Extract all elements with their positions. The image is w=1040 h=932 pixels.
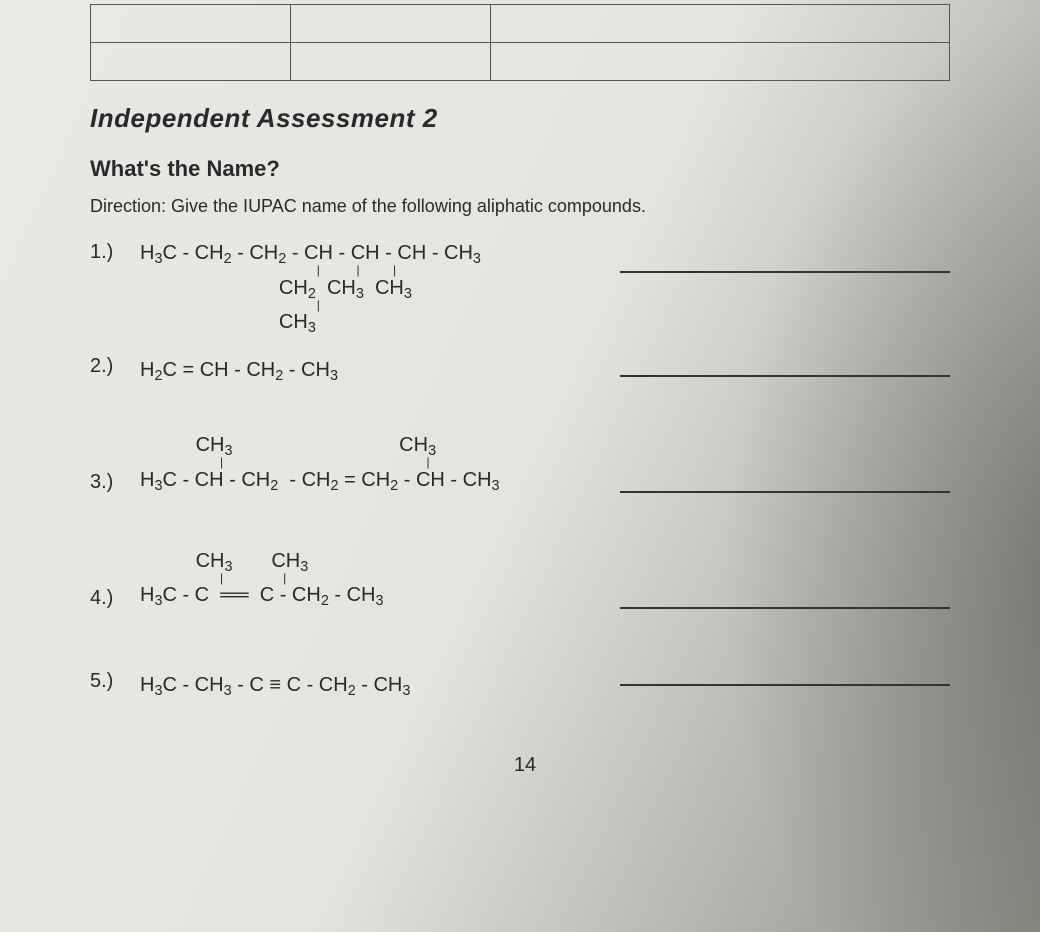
chemical-structure: H3C - CH2 - CH2 - CH - CH - CH - CH3 | |… [140, 241, 560, 337]
table-cell [490, 43, 949, 81]
question-3: 3.) CH3 CH3 | | H3C - CH - CH2 - CH2 = C [90, 433, 960, 495]
answer-blank[interactable] [620, 375, 950, 377]
chemical-structure: H2C = CH - CH2 - CH3 [140, 355, 560, 385]
table-row [91, 43, 950, 81]
question-2: 2.) H2C = CH - CH2 - CH3 [90, 355, 960, 385]
question-4: 4.) CH3 CH3 | | H3C - C ══ C - CH2 - CH3 [90, 549, 960, 611]
answer-blank[interactable] [620, 607, 950, 609]
structure-line: H3C - C ══ C - CH2 - CH3 [140, 583, 384, 608]
chemical-structure: H3C - CH3 - C ≡ C - CH2 - CH3 [140, 670, 560, 700]
question-5: 5.) H3C - CH3 - C ≡ C - CH2 - CH3 [90, 670, 960, 700]
answer-blank[interactable] [620, 684, 950, 686]
question-number: 4.) [90, 587, 140, 610]
chemical-structure: CH3 CH3 | | H3C - C ══ C - CH2 - CH3 [140, 549, 560, 611]
structure-line: H3C - CH - CH2 - CH2 = CH2 - CH - CH3 [140, 468, 500, 493]
structure-line: H2C = CH - CH2 - CH3 [140, 359, 338, 381]
question-number: 5.) [90, 670, 140, 693]
structure-line: | [140, 301, 481, 311]
activity-title: What's the Name? [90, 156, 960, 182]
table-cell [91, 43, 291, 81]
table-cell [290, 43, 490, 81]
answer-blank[interactable] [620, 491, 950, 493]
chemical-structure: CH3 CH3 | | H3C - CH - CH2 - CH2 = CH2 -… [140, 433, 560, 495]
table-cell [290, 5, 490, 43]
worksheet-page: Independent Assessment 2 What's the Name… [0, 4, 1040, 777]
page-number: 14 [90, 754, 960, 777]
structure-line: H3C - CH3 - C ≡ C - CH2 - CH3 [140, 674, 410, 696]
header-table [90, 4, 950, 81]
structure-line: CH2 CH3 CH3 [140, 276, 481, 301]
table-cell [490, 5, 949, 43]
question-1: 1.) H3C - CH2 - CH2 - CH - CH - CH - CH3… [90, 241, 960, 337]
structure-line: | | | [140, 266, 481, 276]
structure-line: CH3 [140, 310, 481, 335]
table-row [91, 5, 950, 43]
question-number: 3.) [90, 471, 140, 494]
question-number: 1.) [90, 241, 140, 264]
assessment-title: Independent Assessment 2 [90, 103, 960, 134]
structure-line: | | [140, 458, 500, 468]
answer-blank[interactable] [620, 271, 950, 273]
direction-text: Direction: Give the IUPAC name of the fo… [90, 196, 960, 217]
question-number: 2.) [90, 355, 140, 378]
structure-line: | | [140, 574, 384, 584]
table-cell [91, 5, 291, 43]
